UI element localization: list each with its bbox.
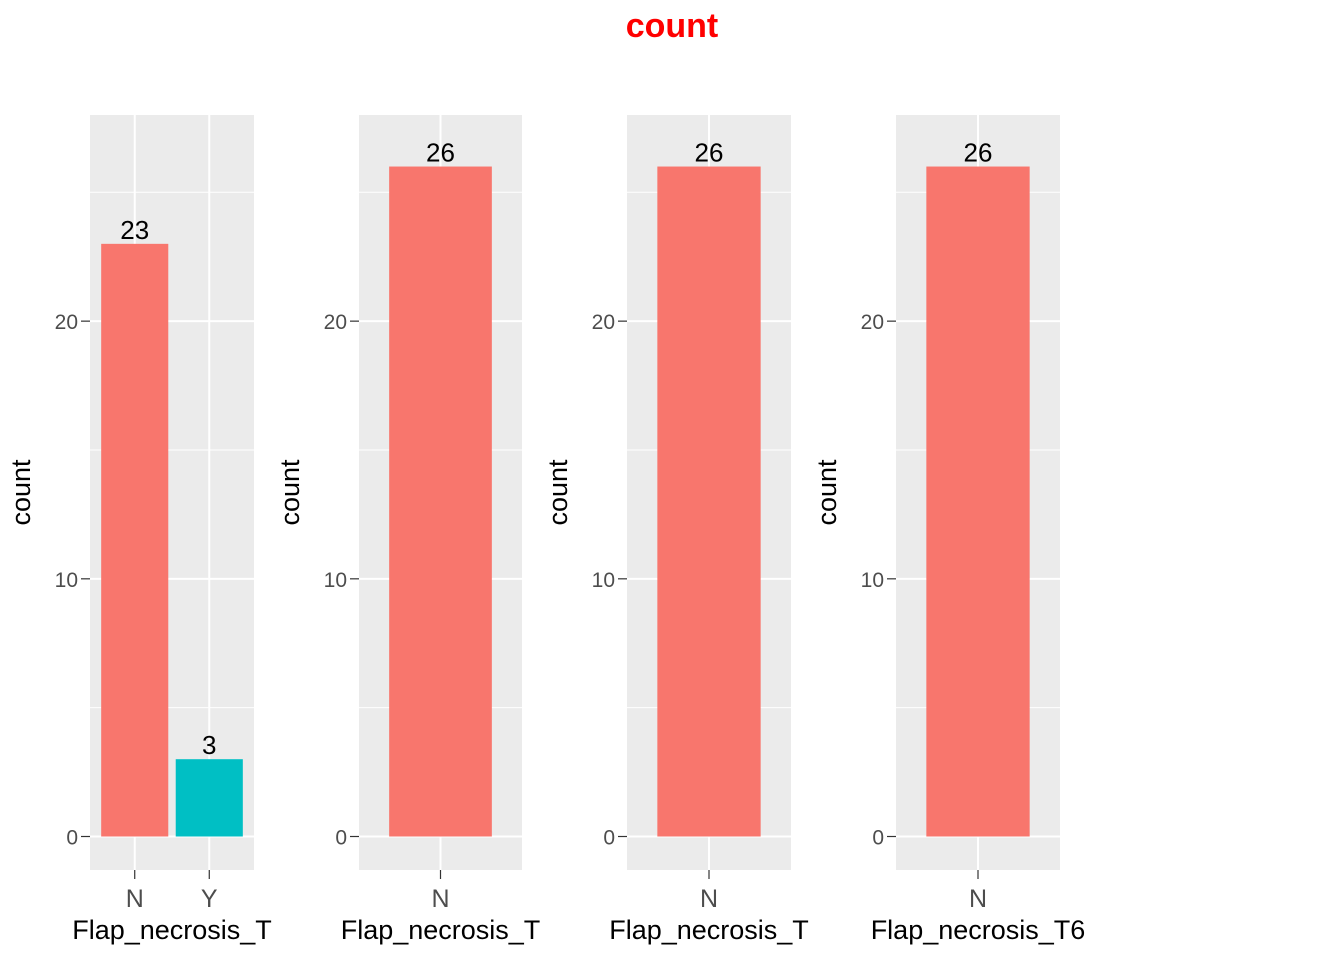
y-tick-label: 20: [324, 311, 347, 334]
bar-y: [175, 759, 243, 837]
x-axis-label: Flap_necrosis_T: [72, 915, 272, 945]
x-tick-label: N: [969, 885, 987, 913]
y-axis-label: count: [275, 459, 305, 526]
x-tick-label: N: [431, 885, 449, 913]
x-axis-label: Flap_necrosis_T: [609, 915, 809, 945]
bar-n: [926, 166, 1030, 837]
x-tick-label: Y: [201, 885, 218, 913]
y-tick-label: 10: [861, 569, 884, 592]
y-axis-label: count: [812, 459, 842, 526]
bar-data-label: 3: [202, 730, 216, 760]
y-tick-label: 0: [603, 827, 615, 850]
page-title: count: [625, 7, 719, 45]
y-tick-label: 0: [66, 827, 78, 850]
y-tick-label: 10: [592, 569, 615, 592]
y-tick-label: 20: [861, 311, 884, 334]
bar-data-label: 26: [695, 138, 724, 168]
x-tick-label: N: [126, 885, 144, 913]
bar-n: [389, 166, 492, 837]
x-axis-label: Flap_necrosis_T: [341, 915, 541, 945]
y-tick-label: 0: [335, 827, 347, 850]
x-tick-label: N: [700, 885, 718, 913]
bar-n: [101, 243, 169, 837]
y-tick-label: 20: [55, 311, 78, 334]
y-tick-label: 0: [872, 827, 884, 850]
bar-data-label: 23: [120, 215, 149, 245]
y-axis-label: count: [543, 459, 573, 526]
bar-data-label: 26: [426, 138, 455, 168]
bar-data-label: 26: [964, 138, 993, 168]
y-tick-label: 10: [324, 569, 347, 592]
bar-n: [657, 166, 761, 837]
y-axis-label: count: [6, 459, 36, 526]
y-tick-label: 10: [55, 569, 78, 592]
y-tick-label: 20: [592, 311, 615, 334]
x-axis-label: Flap_necrosis_T6: [871, 915, 1086, 945]
